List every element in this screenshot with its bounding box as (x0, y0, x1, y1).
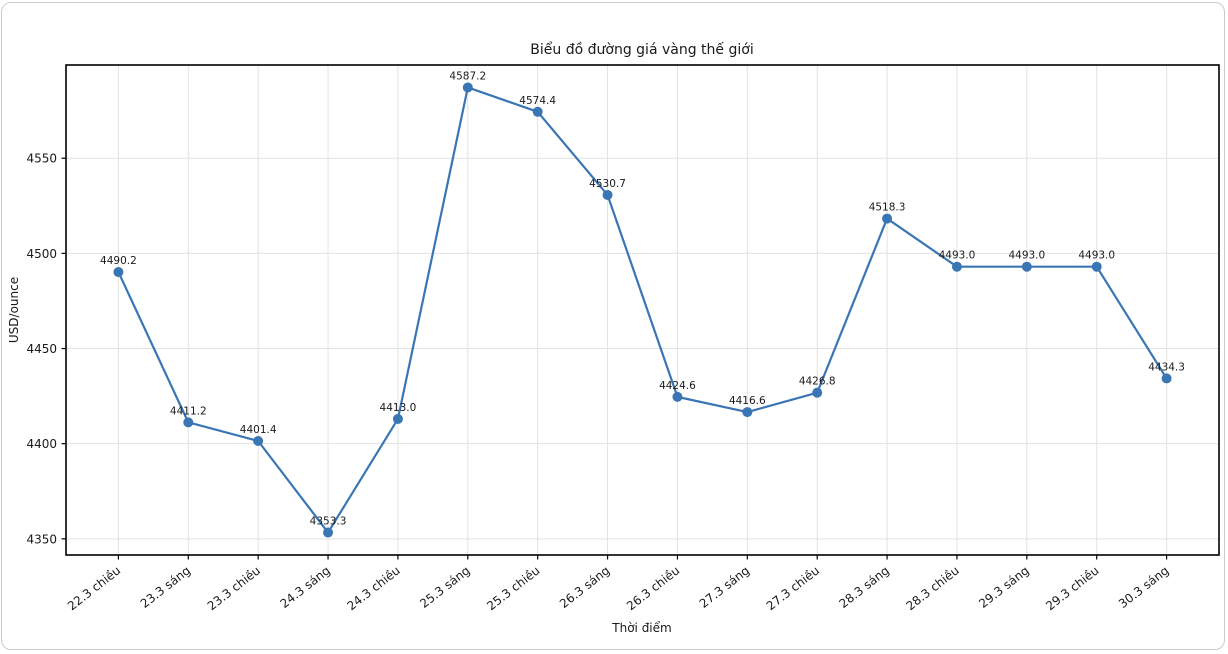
x-tick-label: 24.3 chiều (344, 563, 402, 613)
data-point-label: 4353.3 (310, 516, 347, 528)
y-tick-label: 4550 (26, 152, 57, 166)
x-tick-label: 26.3 chiều (624, 563, 682, 613)
y-tick-label: 4400 (26, 437, 57, 451)
x-tick-label: 29.3 chiều (1043, 563, 1101, 613)
data-point-label: 4530.7 (589, 178, 626, 190)
axis-tick-marks (61, 157, 1168, 560)
y-tick-labels: 4350 4400 4450 4500 4550 (26, 152, 57, 547)
gold-price-line-chart: 22.3 chiều 23.3 sáng 23.3 chiều 24.3 sáng 24… (7, 41, 1220, 635)
y-tick-label: 4500 (26, 247, 57, 261)
x-tick-label: 22.3 chiều (65, 563, 123, 613)
x-tick-label: 26.3 sáng (557, 563, 612, 611)
x-tick-label: 28.3 chiều (903, 563, 961, 613)
data-point-label: 4411.2 (170, 405, 207, 417)
x-tick-label: 24.3 sáng (277, 563, 332, 611)
data-point-marker (392, 413, 403, 424)
data-point-marker (951, 261, 962, 272)
y-axis-title: USD/ounce (7, 277, 21, 343)
x-tick-label: 30.3 sáng (1116, 563, 1171, 611)
data-point-marker (882, 213, 893, 224)
data-point-marker (113, 267, 124, 278)
data-point-label: 4401.4 (240, 424, 277, 436)
data-point-label: 4413.0 (380, 402, 417, 414)
data-point-labels: 4490.2 4411.2 4401.4 4353.3 4413.0 4587.2 4574… (100, 70, 1185, 527)
data-point-marker (532, 106, 543, 117)
data-point-label: 4426.8 (799, 376, 836, 388)
y-tick-label: 4450 (26, 342, 57, 356)
data-point-label: 4416.6 (729, 395, 766, 407)
data-point-marker (602, 189, 613, 200)
data-point-label: 4518.3 (869, 202, 906, 214)
data-point-label: 4434.3 (1148, 361, 1185, 373)
x-tick-labels: 22.3 chiều 23.3 sáng 23.3 chiều 24.3 sáng 24… (65, 563, 1171, 613)
data-point-label: 4493.0 (939, 250, 976, 262)
price-line-series (113, 82, 1172, 538)
data-point-marker (742, 407, 753, 418)
x-axis-title: Thời điểm (611, 621, 671, 635)
data-point-marker (1161, 373, 1172, 384)
data-point-label: 4493.0 (1008, 250, 1045, 262)
data-point-marker (1021, 261, 1032, 272)
plot-frame (65, 64, 1220, 556)
x-tick-label: 23.3 sáng (138, 563, 193, 611)
x-tick-label: 27.3 chiều (764, 563, 822, 613)
x-tick-label: 28.3 sáng (837, 563, 892, 611)
data-point-label: 4574.4 (519, 95, 556, 107)
price-line (117, 86, 1168, 534)
data-point-marker (253, 436, 264, 447)
x-tick-label: 27.3 sáng (697, 563, 752, 611)
x-tick-label: 23.3 chiều (205, 563, 263, 613)
grid-lines (66, 65, 1219, 555)
data-point-marker (323, 527, 334, 538)
data-point-label: 4490.2 (100, 255, 137, 267)
data-point-label: 4493.0 (1078, 250, 1115, 262)
data-point-marker (1091, 261, 1102, 272)
data-point-marker (183, 417, 194, 428)
y-tick-label: 4350 (26, 532, 57, 546)
data-point-marker (462, 82, 473, 93)
chart-title: Biểu đồ đường giá vàng thế giới (530, 41, 753, 58)
x-tick-label: 25.3 chiều (484, 563, 542, 613)
data-point-label: 4587.2 (449, 70, 486, 82)
x-tick-label: 29.3 sáng (976, 563, 1031, 611)
data-point-marker (672, 391, 683, 402)
x-tick-label: 25.3 sáng (417, 563, 472, 611)
data-point-marker (812, 387, 823, 398)
data-point-label: 4424.6 (659, 380, 696, 392)
